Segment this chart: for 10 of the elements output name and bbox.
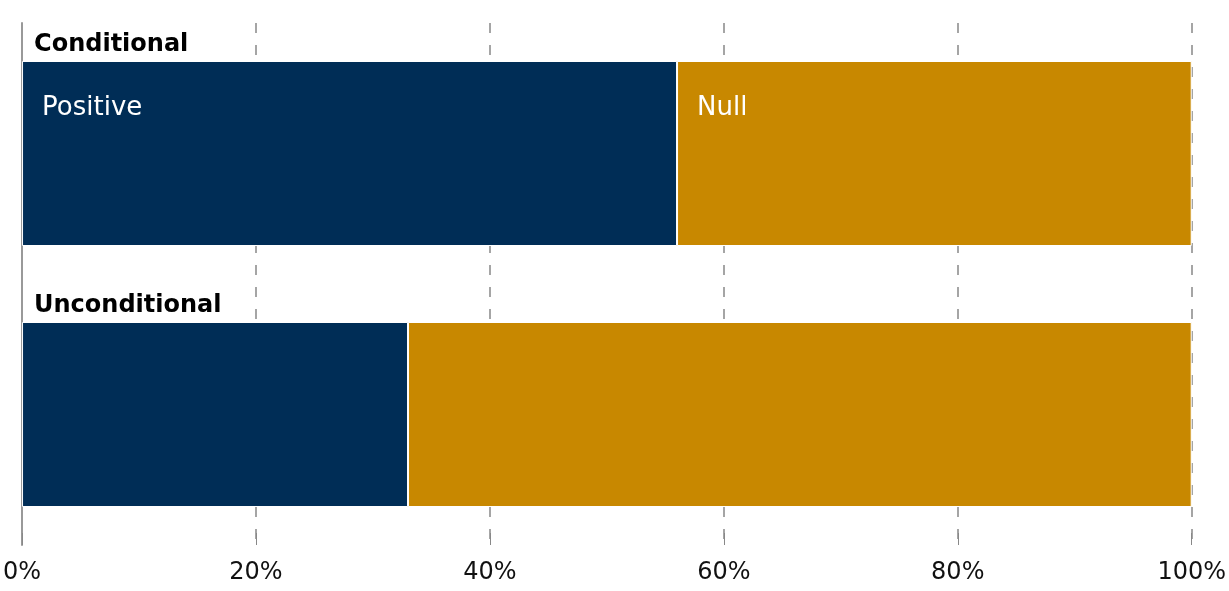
x-tick-label: 60% xyxy=(697,557,751,585)
series-label: Null xyxy=(697,91,748,121)
x-tick-label: 80% xyxy=(931,557,985,585)
x-tick-label: 20% xyxy=(229,557,283,585)
series-label: Positive xyxy=(42,91,143,121)
x-tick-label: 40% xyxy=(463,557,517,585)
y-tick-label: Conditional xyxy=(34,28,189,57)
y-tick-label: Unconditional xyxy=(34,289,222,318)
x-tick-label: 0% xyxy=(3,557,42,585)
x-tick-label: 100% xyxy=(1157,557,1227,585)
